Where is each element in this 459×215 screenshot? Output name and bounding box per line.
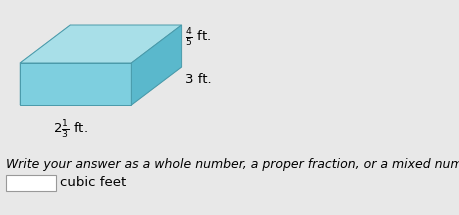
Polygon shape xyxy=(20,63,131,105)
Polygon shape xyxy=(20,25,181,63)
Polygon shape xyxy=(20,67,181,105)
Polygon shape xyxy=(20,25,70,105)
Bar xyxy=(6,175,56,191)
Text: 3 ft.: 3 ft. xyxy=(185,73,211,86)
Text: Write your answer as a whole number, a proper fraction, or a mixed number.: Write your answer as a whole number, a p… xyxy=(6,158,459,171)
Text: cubic feet: cubic feet xyxy=(60,177,126,189)
Text: $2\frac{1}{3}$ ft.: $2\frac{1}{3}$ ft. xyxy=(53,119,87,141)
Text: $\frac{4}{5}$ ft.: $\frac{4}{5}$ ft. xyxy=(185,27,211,49)
Polygon shape xyxy=(131,25,181,105)
